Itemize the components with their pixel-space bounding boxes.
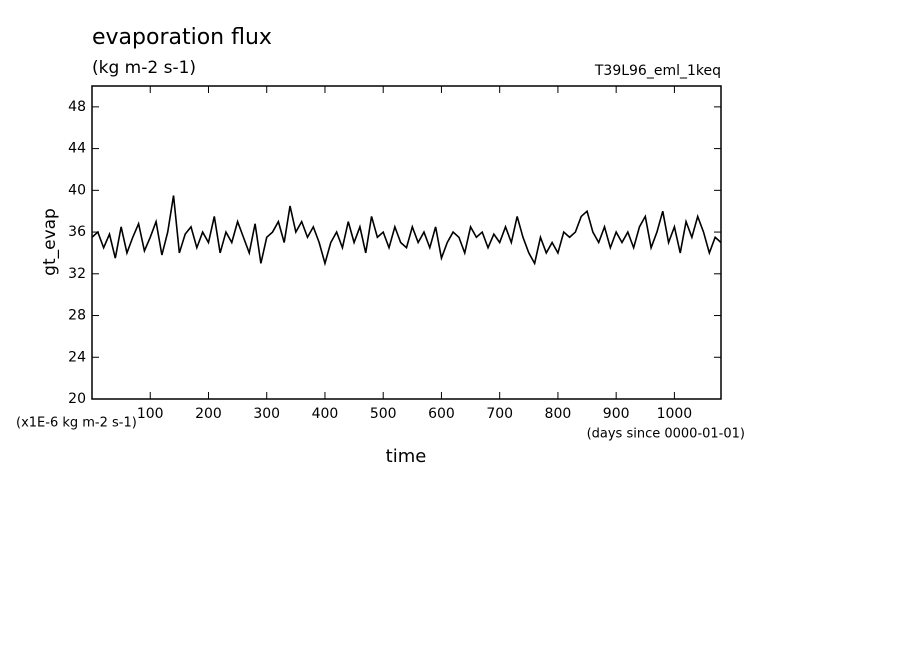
y-tick-label: 24 (68, 349, 86, 365)
chart-title: evaporation flux (92, 25, 272, 50)
y-tick-label: 20 (68, 391, 86, 407)
y-axis-label: gt_evap (40, 208, 60, 276)
x-tick-label: 900 (603, 406, 630, 422)
x-unit-label: (days since 0000-01-01) (587, 427, 745, 442)
run-label: T39L96_eml_1keq (594, 63, 721, 79)
x-tick-label: 1000 (657, 406, 693, 422)
x-tick-label: 500 (370, 406, 397, 422)
x-tick-label: 800 (545, 406, 572, 422)
y-tick-label: 36 (68, 224, 86, 240)
y-tick-label: 32 (68, 266, 86, 282)
chart-subtitle: (kg m-2 s-1) (92, 58, 196, 78)
x-tick-label: 200 (195, 406, 222, 422)
x-tick-label: 100 (137, 406, 164, 422)
y-unit-label: (x1E-6 kg m-2 s-1) (16, 416, 137, 431)
x-tick-label: 700 (486, 406, 513, 422)
plot-frame (91, 85, 722, 400)
y-tick-label: 44 (68, 141, 86, 157)
y-tick-label: 28 (68, 308, 86, 324)
x-axis-label: time (386, 446, 427, 467)
x-tick-label: 300 (253, 406, 280, 422)
y-tick-label: 48 (68, 99, 86, 115)
data-line (91, 195, 722, 267)
y-tick-label: 40 (68, 182, 86, 198)
x-tick-label: 400 (312, 406, 339, 422)
x-tick-label: 600 (428, 406, 455, 422)
